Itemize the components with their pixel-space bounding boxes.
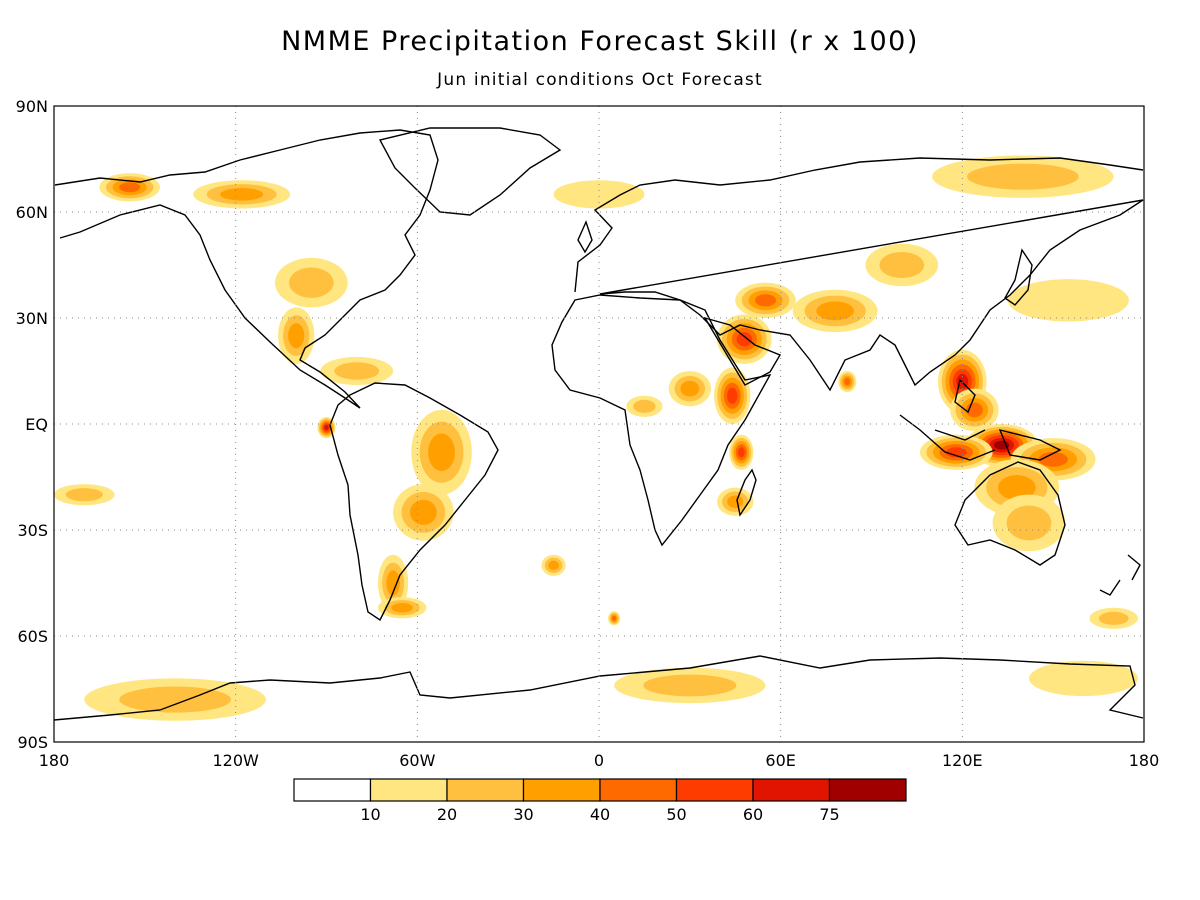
skill-region-36-level-3	[548, 560, 559, 571]
colorbar-label: 30	[513, 805, 533, 824]
lat-tick-label: EQ	[25, 415, 48, 434]
colorbar-swatch	[369, 778, 448, 802]
coastline-japan	[1004, 248, 1033, 306]
colorbar-swatch	[752, 778, 831, 802]
map-title: NMME Precipitation Forecast Skill (r x 1…	[281, 26, 919, 57]
skill-region-12-level-2	[879, 251, 925, 279]
lat-tick-label: 90N	[16, 97, 48, 116]
skill-region-23-level-3	[288, 323, 305, 349]
map-subtitle: Jun initial conditions Oct Forecast	[437, 70, 763, 90]
coastline-british-isles	[577, 220, 593, 254]
colorbar-label: 50	[666, 805, 686, 824]
skill-region-7-level-5	[727, 387, 738, 404]
skill-region-29-level-2	[643, 674, 737, 697]
lat-tick-label: 60N	[16, 203, 48, 222]
skill-shading	[54, 155, 1138, 721]
skill-region-8-level-5	[737, 447, 745, 458]
colorbar-label: 75	[819, 805, 839, 824]
skill-region-30-level-1	[1028, 660, 1138, 697]
skill-region-13-level-3	[680, 380, 700, 397]
gridlines	[54, 106, 1144, 742]
skill-region-35-level-4	[612, 615, 617, 621]
skill-region-20-level-3	[391, 603, 413, 613]
skill-region-33-level-1	[553, 180, 645, 209]
skill-region-16-level-3	[727, 495, 744, 509]
coastline-greenland	[378, 127, 562, 216]
skill-region-4-level-3	[997, 475, 1036, 501]
coastline-africa	[551, 294, 772, 547]
skill-region-11-level-3	[816, 301, 855, 321]
skill-region-18-level-3	[409, 499, 437, 525]
coastline-australia	[954, 461, 1066, 566]
lon-tick-label: 60E	[765, 751, 795, 770]
colorbar-label: 20	[437, 805, 457, 824]
lon-tick-label: 180	[1129, 751, 1160, 770]
coastline-antarctica	[54, 655, 1144, 721]
lon-tick-label: 120E	[942, 751, 983, 770]
skill-region-24-level-2	[289, 267, 334, 298]
skill-region-14-level-2	[633, 399, 656, 413]
coastline-arabia	[703, 316, 782, 386]
skill-region-3-level-4	[1038, 451, 1068, 467]
colorbar-label: 10	[360, 805, 380, 824]
plot-frame	[53, 105, 1145, 743]
skill-region-26-level-6	[324, 424, 329, 431]
skill-region-28-level-2	[119, 686, 232, 713]
skill-region-27-level-2	[65, 488, 103, 502]
skill-region-31-level-2	[966, 163, 1079, 190]
colorbar: 10 20 30 40 50 60 75	[293, 778, 907, 824]
lon-tick-label: 180	[39, 751, 70, 770]
lat-tick-label: 90S	[17, 733, 48, 752]
colorbar-swatch	[293, 778, 372, 802]
skill-region-2-level-5	[945, 447, 967, 458]
skill-region-34-level-2	[1098, 611, 1129, 625]
lat-tick-label: 30S	[17, 521, 48, 540]
skill-region-5-level-2	[1006, 505, 1052, 541]
colorbar-swatch	[599, 778, 678, 802]
coastline-south-america	[329, 382, 499, 622]
coastline-madagascar	[736, 468, 757, 517]
coastlines	[54, 127, 1144, 721]
coastline-new-zealand	[1099, 554, 1141, 596]
skill-region-32-level-1	[1007, 279, 1129, 322]
colorbar-swatch	[446, 778, 525, 802]
lat-tick-label: 60S	[17, 627, 48, 646]
colorbar-label: 40	[590, 805, 610, 824]
coastline-eurasia	[574, 157, 1144, 392]
colorbar-swatch	[522, 778, 601, 802]
lon-tick-label: 60W	[399, 751, 435, 770]
lon-tick-label: 0	[594, 751, 604, 770]
skill-region-21-level-4	[119, 182, 141, 193]
skill-region-22-level-3	[220, 188, 264, 201]
colorbar-label: 60	[743, 805, 763, 824]
skill-region-25-level-2	[334, 362, 380, 380]
skill-region-17-level-3	[428, 433, 456, 472]
skill-region-19-level-3	[386, 570, 400, 596]
skill-region-9-level-5	[736, 332, 753, 347]
colorbar-swatch	[828, 778, 907, 802]
coastline-north-america	[54, 129, 439, 409]
colorbar-swatch	[675, 778, 754, 802]
skill-region-10-level-4	[754, 294, 777, 307]
coastline-maritime	[899, 378, 1062, 461]
lon-tick-label: 120W	[212, 751, 259, 770]
skill-region-15-level-4	[844, 377, 851, 386]
lat-tick-label: 30N	[16, 309, 48, 328]
